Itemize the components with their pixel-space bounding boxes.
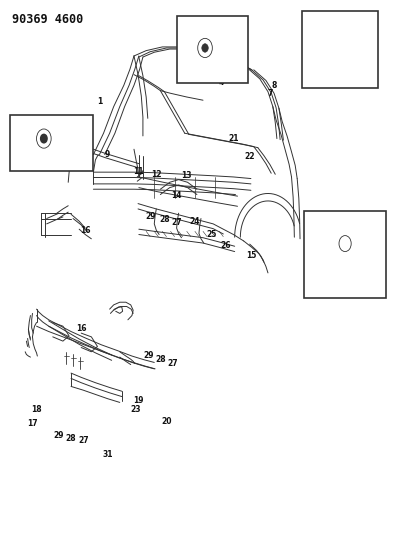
Text: 19: 19 xyxy=(132,397,143,405)
Text: 27: 27 xyxy=(167,359,177,368)
Text: 14: 14 xyxy=(171,191,181,199)
Text: 4: 4 xyxy=(218,78,223,87)
Text: 3: 3 xyxy=(184,22,189,31)
Text: 11: 11 xyxy=(132,167,143,176)
Text: 21: 21 xyxy=(228,134,238,143)
Text: 27: 27 xyxy=(171,218,181,227)
Text: 27: 27 xyxy=(78,437,88,445)
Text: 8: 8 xyxy=(271,81,276,90)
Text: 29: 29 xyxy=(145,213,155,221)
Bar xyxy=(176,16,247,83)
Text: 1: 1 xyxy=(97,97,102,106)
Circle shape xyxy=(40,134,47,143)
Text: 7: 7 xyxy=(266,89,272,98)
Text: 5: 5 xyxy=(352,25,357,34)
Text: 2: 2 xyxy=(186,75,191,83)
Text: 16: 16 xyxy=(76,324,86,333)
Text: 22: 22 xyxy=(244,152,254,161)
Text: 30: 30 xyxy=(321,289,331,297)
Text: 31: 31 xyxy=(102,450,113,458)
Bar xyxy=(302,11,377,88)
Text: 29: 29 xyxy=(53,431,64,440)
Text: 10: 10 xyxy=(33,141,44,150)
Text: 17: 17 xyxy=(27,419,38,428)
Text: 90369 4600: 90369 4600 xyxy=(12,13,83,26)
Text: 18: 18 xyxy=(31,405,42,414)
Text: 16: 16 xyxy=(80,226,90,235)
Text: 28: 28 xyxy=(155,356,165,364)
Text: 26: 26 xyxy=(220,241,230,249)
Text: 23: 23 xyxy=(130,405,141,414)
Text: 12: 12 xyxy=(151,171,161,179)
Text: 24: 24 xyxy=(189,217,200,225)
Text: 28: 28 xyxy=(66,434,76,442)
Text: 26: 26 xyxy=(347,290,358,298)
Text: 20: 20 xyxy=(161,417,171,425)
Bar xyxy=(304,211,385,298)
Text: 29: 29 xyxy=(143,351,153,360)
Text: 15: 15 xyxy=(246,252,256,260)
Bar xyxy=(10,115,93,171)
Text: 24: 24 xyxy=(341,219,352,227)
Text: 6: 6 xyxy=(77,136,81,144)
Text: 13: 13 xyxy=(181,172,192,180)
Text: 9: 9 xyxy=(105,150,110,159)
Text: 28: 28 xyxy=(159,215,169,223)
Circle shape xyxy=(201,44,208,52)
Text: 25: 25 xyxy=(205,230,216,239)
